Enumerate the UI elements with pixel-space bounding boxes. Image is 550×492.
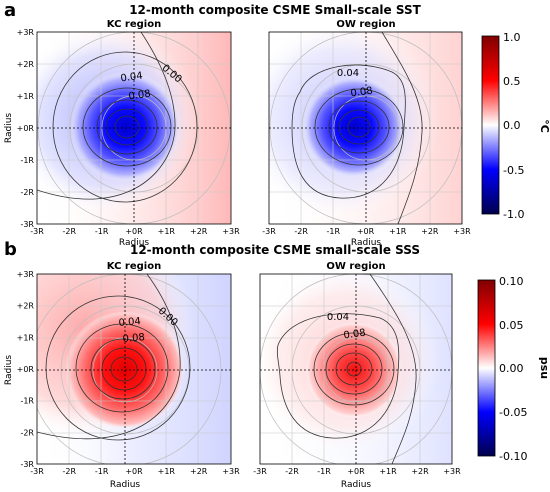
- map-b-kc-xtick-label: +2R: [190, 467, 208, 476]
- colorbar-b-tick: -0.10: [499, 450, 527, 463]
- map-b-ow-xtick-label: -2R: [285, 467, 299, 476]
- map-a-ow-contour-label-0: 0.04: [337, 68, 359, 79]
- colorbar-b-tick: -0.05: [499, 406, 527, 419]
- colorbar-a-ticks: 1.0 0.5 0.0 -0.5 -1.0: [503, 31, 524, 221]
- colorbar-b-ticks: 0.10 0.05 0.00 -0.05 -0.10: [499, 275, 527, 463]
- colorbar-a-tick: -0.5: [503, 164, 524, 177]
- map-a-kc-xtick-label: +3R: [222, 227, 240, 236]
- colorbar-b-tick: 0.00: [499, 362, 524, 375]
- map-b-kc-crosshair: [37, 274, 231, 464]
- map-b-kc-contour-label-0: 0.04: [118, 316, 141, 329]
- map-a-kc-xlabel: Radius: [119, 238, 149, 248]
- map-a-ow-xtick-label: -2R: [294, 227, 308, 236]
- map-b-ow-xtick-label: +1R: [379, 467, 397, 476]
- map-a-kc-xtick-label: +2R: [190, 227, 208, 236]
- colorbar-a-unit: °C: [538, 119, 550, 133]
- map-b-kc-ytick-label: +0R: [17, 365, 35, 374]
- panel-a-title: 12-month composite CSME Small-scale SST: [129, 3, 421, 17]
- colorbar-a-tick: -1.0: [503, 208, 524, 221]
- map-b-kc-xtick-label: +0R: [125, 467, 143, 476]
- panel-a-ow-subtitle: OW region: [336, 19, 395, 30]
- colorbar-b-tick: 0.10: [499, 275, 524, 288]
- map-b-ow-xlabel: Radius: [341, 480, 371, 490]
- map-b-ow-xtick-label: +2R: [411, 467, 429, 476]
- colorbar-b-tick: 0.05: [499, 319, 524, 332]
- map-b-ow-contour-label-0: 0.04: [327, 312, 349, 323]
- map-a-ow-xtick-label: -1R: [327, 227, 341, 236]
- colorbar-a-tick: 0.5: [503, 75, 521, 88]
- map-b-kc-ytick-label: -1R: [20, 397, 34, 406]
- map-a-kc-ytick-label: -3R: [20, 220, 34, 229]
- map-a-kc-ytick-label: +3R: [17, 28, 35, 37]
- map-a-kc-contour-label-2: 0.08: [128, 89, 152, 103]
- map-a-kc: 0.04 0.08 0.00: [36, 31, 232, 225]
- map-b-kc-ytick-label: +2R: [17, 302, 35, 311]
- map-b-ow: 0.04 0.08: [259, 273, 453, 465]
- map-b-kc-frame: [36, 273, 232, 465]
- map-b-kc-xtick-label: -2R: [63, 467, 77, 476]
- map-a-ow-xtick-label: -3R: [262, 227, 276, 236]
- panel-b-kc-subtitle: KC region: [107, 261, 161, 272]
- map-a-kc-contours: [37, 32, 198, 203]
- map-a-kc-ytick-label: -2R: [20, 188, 34, 197]
- map-b-ow-xtick-label: -1R: [317, 467, 331, 476]
- map-a-kc-xtick-label: -3R: [30, 227, 44, 236]
- map-b-ow-contours: [276, 274, 417, 464]
- map-a-kc-ytick-label: +1R: [17, 92, 35, 101]
- map-b-kc: 0.04 0.08 0.00: [36, 273, 232, 465]
- map-a-kc-frame: [36, 31, 232, 225]
- panel-letter-a: a: [4, 0, 16, 21]
- panel-a-kc-subtitle: KC region: [107, 19, 161, 30]
- map-b-kc-xtick-label: -1R: [95, 467, 109, 476]
- map-b-kc-ytick-label: -2R: [20, 428, 34, 437]
- map-b-kc-xtick-label: -3R: [30, 467, 44, 476]
- colorbar-a-tick: 1.0: [503, 31, 521, 44]
- colorbar-b-unit: psu: [538, 357, 550, 379]
- map-a-ow-xlabel: Radius: [351, 238, 381, 248]
- map-a-ow-xtick-label: +2R: [421, 227, 439, 236]
- map-b-ow-crosshair: [260, 274, 452, 464]
- map-a-kc-xtick-label: -1R: [95, 227, 109, 236]
- panel-b-ow-subtitle: OW region: [326, 261, 385, 272]
- colorbar-a: [481, 35, 500, 215]
- map-b-kc-xtick-label: +1R: [158, 467, 176, 476]
- map-a-kc-ytick-label: -1R: [20, 156, 34, 165]
- panel-letter-b: b: [4, 239, 17, 260]
- map-b-kc-ytick-label: -3R: [20, 460, 34, 469]
- map-b-ow-xtick-label: -3R: [253, 467, 267, 476]
- map-b-kc-contour-label-1: 0.08: [122, 332, 145, 345]
- map-a-kc-xtick-label: +0R: [125, 227, 143, 236]
- map-a-kc-ytick-label: +0R: [17, 124, 35, 133]
- map-a-ow: 0.04 0.08: [268, 31, 463, 225]
- map-a-ow-contour-label-1: 0.08: [350, 86, 374, 100]
- map-a-kc-xtick-label: -2R: [63, 227, 77, 236]
- map-a-kc-xtick-label: +1R: [158, 227, 176, 236]
- map-b-kc-ytick-label: +1R: [17, 333, 35, 342]
- map-a-kc-ylabel: Radius: [4, 113, 14, 143]
- map-b-ow-xtick-label: +0R: [347, 467, 365, 476]
- map-a-kc-crosshair: [37, 32, 231, 224]
- map-a-ow-contours: [291, 32, 423, 224]
- colorbar-a-tick: 0.0: [503, 119, 521, 132]
- map-a-ow-crosshair: [269, 32, 462, 224]
- map-a-ow-xtick-label: +0R: [357, 227, 375, 236]
- map-b-kc-ylabel: Radius: [4, 355, 14, 385]
- map-b-ow-xtick-label: +3R: [443, 467, 461, 476]
- map-b-kc-contours: [37, 274, 191, 441]
- map-b-kc-xtick-label: +3R: [222, 467, 240, 476]
- axis-ticks: -3R -2R -1R +0R +1R +2R +3R +3R +2R +1R +0R -1R -2R -…: [17, 28, 471, 476]
- map-a-kc-contour-label-1: 0.04: [120, 71, 144, 85]
- map-a-kc-ytick-label: +2R: [17, 60, 35, 69]
- panel-b-title: 12-month composite CSME small-scale SSS: [130, 243, 420, 257]
- map-b-kc-xlabel: Radius: [110, 480, 140, 490]
- map-b-ow-frame: [259, 273, 453, 465]
- map-b-kc-ytick-label: +3R: [17, 270, 35, 279]
- map-a-ow-frame: [268, 31, 463, 225]
- map-b-ow-contour-label-1: 0.08: [343, 328, 367, 342]
- map-a-ow-xtick-label: +3R: [453, 227, 471, 236]
- map-a-ow-xtick-label: +1R: [389, 227, 407, 236]
- colorbar-b: [477, 279, 496, 457]
